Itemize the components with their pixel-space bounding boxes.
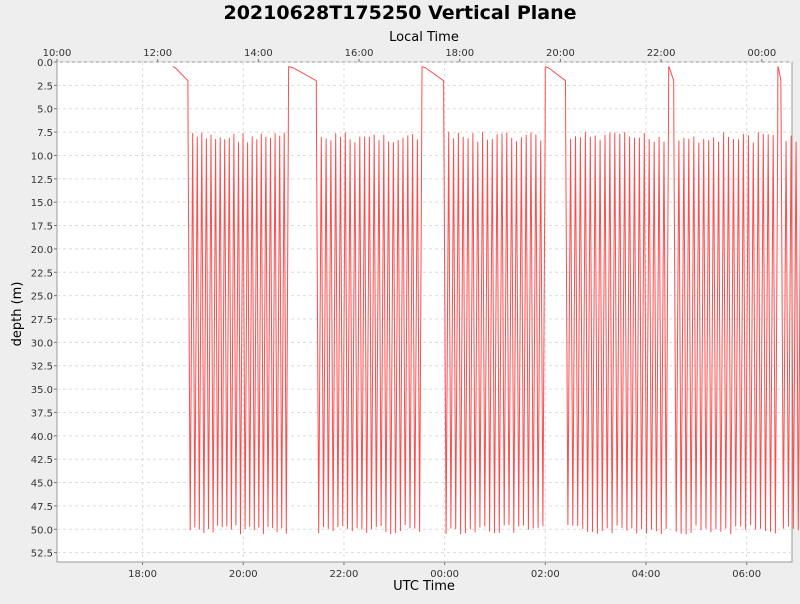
depth-series	[172, 66, 800, 535]
y-tick-label: 42.5	[31, 455, 53, 466]
y-tick-label: 12.5	[31, 175, 53, 186]
grid-lines	[57, 61, 792, 562]
x-tick-label: 22:00	[330, 569, 359, 580]
axes: 0.0 2.5 5.0 7.5 10.0 12.5 15.0 17.5 20.0 22.5 25.0…	[31, 48, 776, 580]
x-tick-label: 06:00	[732, 569, 761, 580]
top-axis-label: Local Time	[389, 30, 459, 45]
x-tick-label: 02:00	[531, 569, 560, 580]
x-tick-label: 00:00	[430, 569, 459, 580]
top-tick-label: 14:00	[244, 48, 273, 59]
y-tick-label: 25.0	[31, 292, 53, 303]
depth-line	[172, 66, 800, 535]
y-tick-label: 10.0	[31, 151, 53, 162]
y-tick-label: 0.0	[37, 58, 53, 69]
y-tick-label: 47.5	[31, 502, 53, 513]
x-tick-label: 20:00	[229, 569, 258, 580]
y-tick-label: 40.0	[31, 432, 53, 443]
y-tick-label: 5.0	[37, 105, 53, 116]
plot-area	[56, 61, 793, 563]
y-tick-label: 27.5	[31, 315, 53, 326]
chart-title: 20210628T175250 Vertical Plane	[223, 2, 576, 24]
y-tick-label: 50.0	[31, 525, 53, 536]
top-tick-label: 20:00	[546, 48, 575, 59]
top-tick-label: 22:00	[647, 48, 676, 59]
y-tick-label: 45.0	[31, 479, 53, 490]
top-tick-label: 12:00	[143, 48, 172, 59]
x-tick-label: 04:00	[632, 569, 661, 580]
y-tick-label: 22.5	[31, 268, 53, 279]
y-tick-label: 52.5	[31, 549, 53, 560]
top-tick-label: 16:00	[345, 48, 374, 59]
y-axis-label: depth (m)	[10, 282, 25, 347]
y-tick-label: 2.5	[37, 81, 53, 92]
y-tick-label: 17.5	[31, 222, 53, 233]
y-tick-label: 35.0	[31, 385, 53, 396]
y-tick-label: 7.5	[37, 128, 53, 139]
top-tick-label: 18:00	[445, 48, 474, 59]
y-tick-label: 32.5	[31, 362, 53, 373]
y-tick-label: 20.0	[31, 245, 53, 256]
x-axis-label: UTC Time	[393, 579, 455, 594]
y-tick-label: 30.0	[31, 338, 53, 349]
top-tick-label: 10:00	[43, 48, 72, 59]
y-tick-label: 37.5	[31, 408, 53, 419]
x-tick-label: 18:00	[128, 569, 157, 580]
top-tick-label: 00:00	[747, 48, 776, 59]
y-tick-label: 15.0	[31, 198, 53, 209]
